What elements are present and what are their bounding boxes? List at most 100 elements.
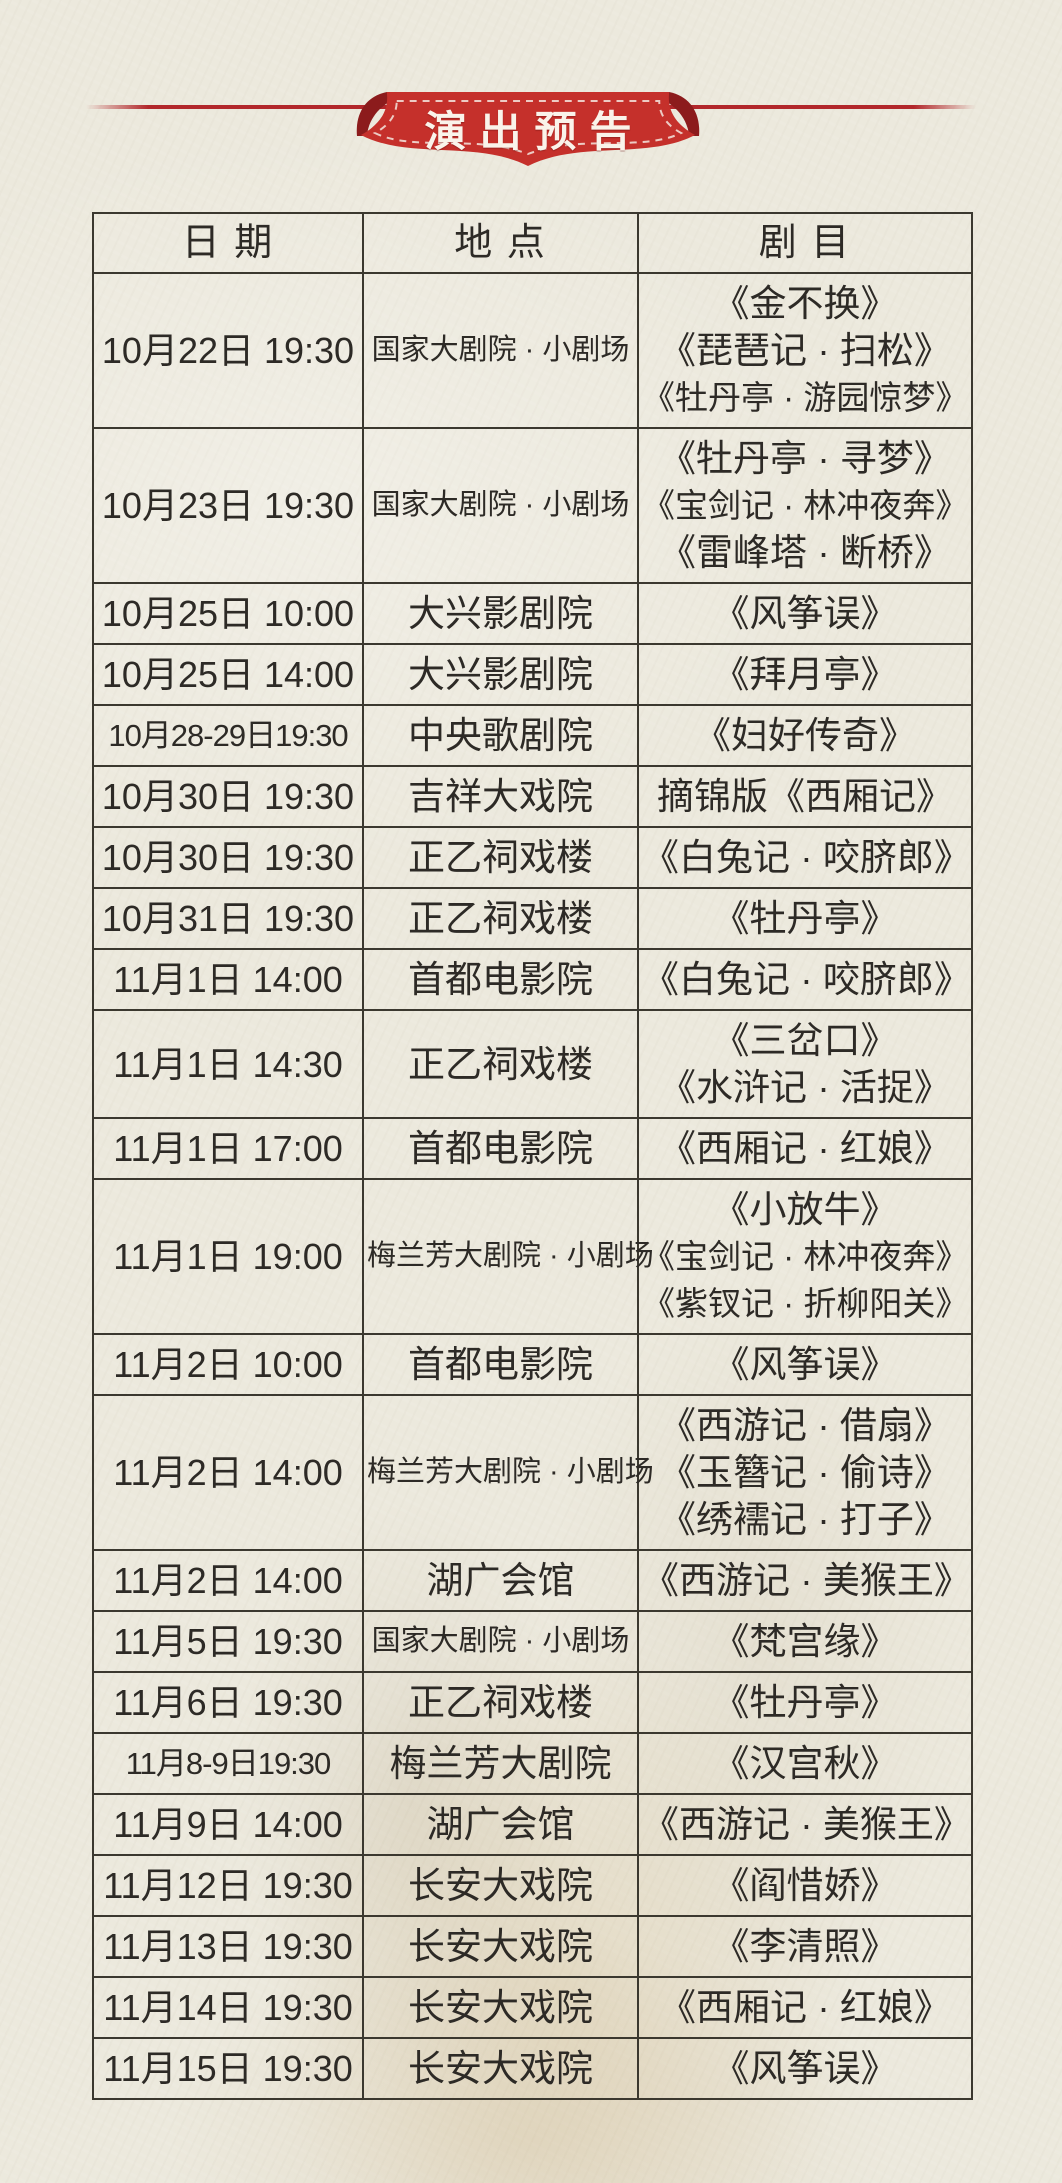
date-cell: 11月6日 19:30 [92,1671,364,1734]
play-title: 《梵宫缘》 [712,1621,898,1662]
plays-cell: 《李清照》 [637,1915,973,1978]
ribbon-body [360,92,696,166]
play-title: 《琵琶记 · 扫松》 [659,330,951,371]
date-cell: 11月15日 19:30 [92,2037,364,2100]
play-title: 《牡丹亭 · 寻梦》 [659,438,951,479]
column-header: 剧 目 [637,212,973,274]
venue-cell: 正乙祠戏楼 [362,826,639,889]
table-row: 11月1日 14:00 首都电影院 《白兔记 · 咬脐郎》 [92,948,973,1011]
play-title: 《西游记 · 借扇》 [659,1405,951,1446]
play-title: 《牡丹亭》 [712,1682,898,1723]
play-title: 《西游记 · 美猴王》 [642,1804,971,1845]
column-header: 地 点 [362,212,639,274]
venue-cell: 梅兰芳大剧院 · 小剧场 [362,1178,654,1335]
plays-cell: 《金不换》 《琵琶记 · 扫松》 《牡丹亭 · 游园惊梦》 [637,272,973,429]
table-row: 10月23日 19:30 国家大剧院 · 小剧场 《牡丹亭 · 寻梦》 《宝剑记 · … [92,427,973,584]
table-row: 10月25日 10:00 大兴影剧院 《风筝误》 [92,582,973,645]
table-header-row: 日 期地 点剧 目 [92,212,973,274]
plays-cell: 《牡丹亭》 [637,1671,973,1734]
date-cell: 11月2日 14:00 [92,1394,364,1551]
venue-cell: 吉祥大戏院 [362,765,639,828]
ribbon-fold-left-icon [356,92,415,136]
play-title: 《玉簪记 · 偷诗》 [659,1452,951,1493]
ribbon-banner-shape [356,92,700,166]
plays-cell: 《西游记 · 借扇》 《玉簪记 · 偷诗》 《绣襦记 · 打子》 [637,1394,973,1551]
plays-cell: 《三岔口》 《水浒记 · 活捉》 [637,1009,973,1119]
venue-cell: 国家大剧院 · 小剧场 [362,272,639,429]
play-title: 《紫钗记 · 折柳阳关》 [642,1285,969,1322]
plays-cell: 《汉宫秋》 [637,1732,973,1795]
table-row: 11月1日 14:30 正乙祠戏楼 《三岔口》 《水浒记 · 活捉》 [92,1009,973,1119]
plays-cell: 《风筝误》 [637,582,973,645]
table-row: 11月2日 14:00 梅兰芳大剧院 · 小剧场 《西游记 · 借扇》 《玉簪记 · … [92,1394,973,1551]
date-cell: 11月9日 14:00 [92,1793,364,1856]
plays-cell: 《妇好传奇》 [637,704,973,767]
venue-cell: 长安大戏院 [362,1915,639,1978]
ribbon-stitch-border [372,100,684,156]
table-row: 11月6日 19:30 正乙祠戏楼 《牡丹亭》 [92,1671,973,1734]
table-row: 10月22日 19:30 国家大剧院 · 小剧场 《金不换》 《琵琶记 · 扫松》 《牡… [92,272,973,429]
venue-cell: 国家大剧院 · 小剧场 [362,1610,639,1673]
plays-cell: 《风筝误》 [637,1333,973,1396]
table-row: 11月9日 14:00 湖广会馆 《西游记 · 美猴王》 [92,1793,973,1856]
performance-schedule-table: 日 期地 点剧 目 10月22日 19:30 国家大剧院 · 小剧场 《金不换》 《琵… [92,212,973,2100]
column-header: 日 期 [92,212,364,274]
venue-cell: 首都电影院 [362,948,639,1011]
date-cell: 10月28-29日19:30 [92,704,364,767]
date-cell: 11月5日 19:30 [92,1610,364,1673]
play-title: 《风筝误》 [712,1344,898,1385]
play-title: 《拜月亭》 [712,654,898,695]
venue-cell: 大兴影剧院 [362,582,639,645]
plays-cell: 《牡丹亭》 [637,887,973,950]
ribbon-fold-right-icon [641,92,700,136]
plays-cell: 《风筝误》 [637,2037,973,2100]
plays-cell: 《西厢记 · 红娘》 [637,1117,973,1180]
table-row: 10月30日 19:30 吉祥大戏院 摘锦版《西厢记》 [92,765,973,828]
play-title: 《妇好传奇》 [694,715,916,756]
play-title: 《牡丹亭》 [712,898,898,939]
table-row: 11月8-9日19:30 梅兰芳大剧院 《汉宫秋》 [92,1732,973,1795]
venue-cell: 梅兰芳大剧院 · 小剧场 [362,1394,654,1551]
date-cell: 11月13日 19:30 [92,1915,364,1978]
plays-cell: 《牡丹亭 · 寻梦》 《宝剑记 · 林冲夜奔》 《雷峰塔 · 断桥》 [637,427,973,584]
play-title: 《三岔口》 [712,1020,898,1061]
date-cell: 10月31日 19:30 [92,887,364,950]
venue-cell: 湖广会馆 [362,1793,639,1856]
venue-cell: 国家大剧院 · 小剧场 [362,427,639,584]
play-title: 《西游记 · 美猴王》 [642,1560,971,1601]
table-row: 11月12日 19:30 长安大戏院 《阎惜娇》 [92,1854,973,1917]
title-ribbon: 演出预告 [353,90,703,174]
play-title: 《金不换》 [712,283,898,324]
table-row: 11月1日 19:00 梅兰芳大剧院 · 小剧场 《小放牛》 《宝剑记 · 林冲夜奔》… [92,1178,973,1335]
table-row: 11月14日 19:30 长安大戏院 《西厢记 · 红娘》 [92,1976,973,2039]
plays-cell: 《西游记 · 美猴王》 [637,1793,973,1856]
date-cell: 11月2日 10:00 [92,1333,364,1396]
play-title: 《风筝误》 [712,593,898,634]
date-cell: 10月23日 19:30 [92,427,364,584]
table-row: 11月1日 17:00 首都电影院 《西厢记 · 红娘》 [92,1117,973,1180]
date-cell: 10月22日 19:30 [92,272,364,429]
table-row: 11月2日 10:00 首都电影院 《风筝误》 [92,1333,973,1396]
plays-cell: 《白兔记 · 咬脐郎》 [637,948,973,1011]
date-cell: 11月14日 19:30 [92,1976,364,2039]
play-title: 《汉宫秋》 [712,1743,898,1784]
play-title: 《白兔记 · 咬脐郎》 [642,959,971,1000]
venue-cell: 长安大戏院 [362,2037,639,2100]
play-title: 《阎惜娇》 [712,1865,898,1906]
play-title: 《绣襦记 · 打子》 [659,1499,951,1540]
table-row: 11月2日 14:00 湖广会馆 《西游记 · 美猴王》 [92,1549,973,1612]
play-title: 《风筝误》 [712,2048,898,2089]
venue-cell: 正乙祠戏楼 [362,887,639,950]
page-title: 演出预告 [424,108,645,155]
table-row: 10月31日 19:30 正乙祠戏楼 《牡丹亭》 [92,887,973,950]
table-row: 11月15日 19:30 长安大戏院 《风筝误》 [92,2037,973,2100]
play-title: 《宝剑记 · 林冲夜奔》 [642,1238,969,1275]
venue-cell: 湖广会馆 [362,1549,639,1612]
venue-cell: 长安大戏院 [362,1976,639,2039]
play-title: 《白兔记 · 咬脐郎》 [642,837,971,878]
date-cell: 11月12日 19:30 [92,1854,364,1917]
date-cell: 11月1日 14:00 [92,948,364,1011]
venue-cell: 正乙祠戏楼 [362,1009,639,1119]
venue-cell: 首都电影院 [362,1333,639,1396]
date-cell: 11月1日 14:30 [92,1009,364,1119]
